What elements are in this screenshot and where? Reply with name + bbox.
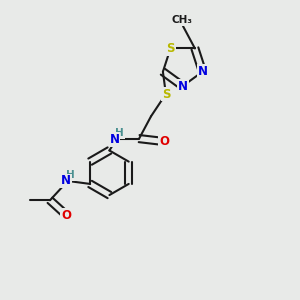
Text: S: S bbox=[166, 42, 175, 55]
Text: N: N bbox=[197, 65, 208, 78]
Text: O: O bbox=[61, 208, 71, 222]
Text: H: H bbox=[116, 128, 124, 138]
Text: N: N bbox=[178, 80, 188, 93]
Text: O: O bbox=[159, 135, 170, 148]
Text: CH₃: CH₃ bbox=[171, 15, 192, 25]
Text: N: N bbox=[110, 133, 119, 146]
Text: H: H bbox=[66, 170, 75, 180]
Text: N: N bbox=[61, 175, 71, 188]
Text: S: S bbox=[162, 88, 170, 100]
